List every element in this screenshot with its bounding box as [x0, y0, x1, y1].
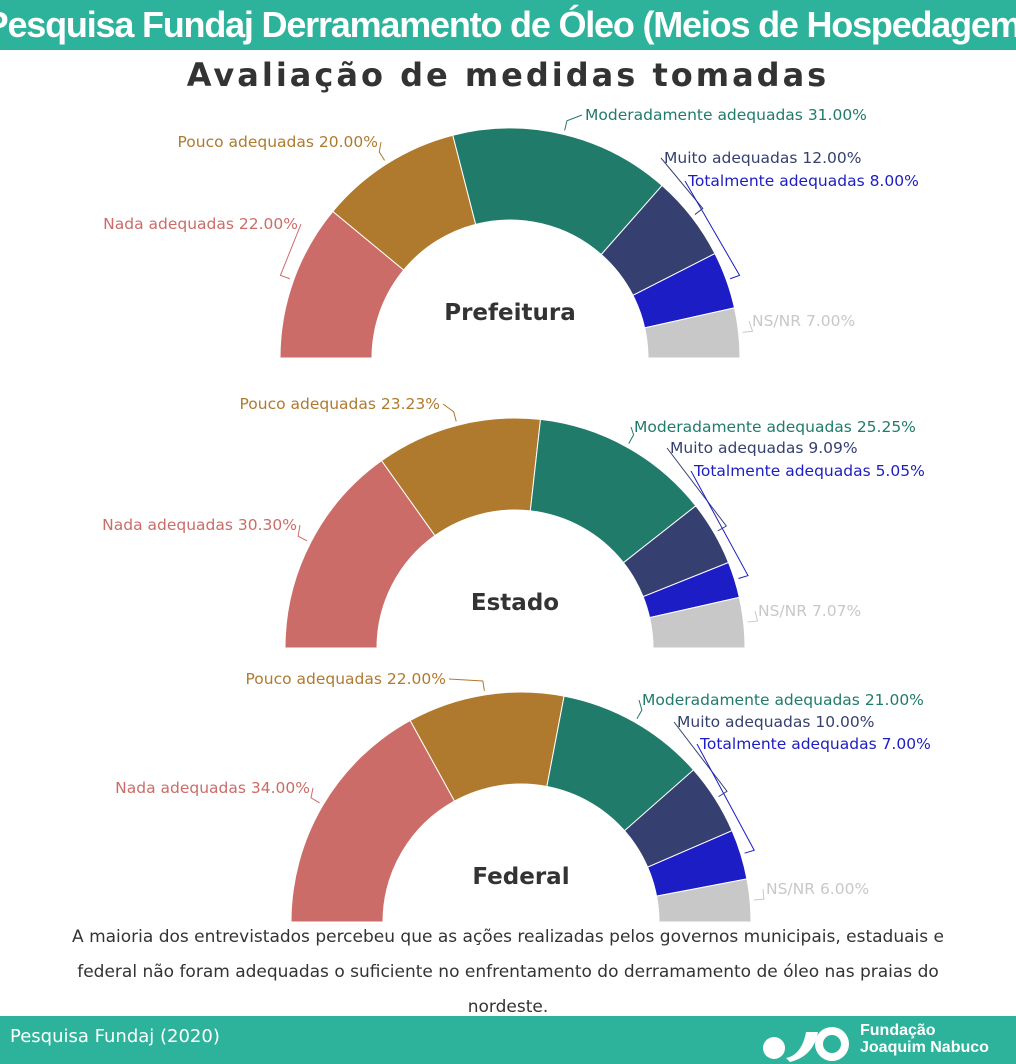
label-nada: Nada adequadas 30.30% — [102, 516, 297, 534]
fundaj-logo-icon — [763, 1027, 849, 1062]
leader-line-moderadamente — [628, 426, 635, 444]
label-totalmente: Totalmente adequadas 5.05% — [693, 462, 925, 480]
leader-line-totalmente — [690, 470, 749, 579]
label-totalmente: Totalmente adequadas 8.00% — [687, 172, 919, 190]
leader-line-pouco — [442, 403, 457, 422]
label-pouco: Pouco adequadas 23.23% — [239, 395, 440, 413]
header-bar: Pesquisa Fundaj Derramamento de Óleo (Me… — [0, 0, 1016, 50]
half-donut-estado: Nada adequadas 30.30% Pouco adequadas 23.… — [102, 395, 925, 649]
label-nsnr: NS/NR 6.00% — [766, 880, 869, 898]
label-pouco: Pouco adequadas 22.00% — [245, 670, 446, 688]
leader-line-nsnr — [747, 610, 759, 623]
half-donut-federal: Nada adequadas 34.00% Pouco adequadas 22.… — [115, 670, 931, 923]
label-totalmente: Totalmente adequadas 7.00% — [699, 735, 931, 753]
label-moderadamente: Moderadamente adequadas 31.00% — [585, 106, 867, 124]
leader-line-nada — [297, 524, 308, 542]
center-label: Estado — [471, 590, 559, 616]
label-moderadamente: Moderadamente adequadas 25.25% — [634, 418, 916, 436]
label-pouco: Pouco adequadas 20.00% — [177, 133, 378, 151]
segment-nsnr — [644, 307, 741, 359]
leader-line-pouco — [378, 141, 386, 161]
center-label: Prefeitura — [444, 300, 576, 326]
leader-line-muito — [666, 447, 728, 532]
summary-text: A maioria dos entrevistados percebeu que… — [72, 927, 944, 1017]
chart-subtitle: Avaliação de medidas tomadas — [186, 56, 830, 94]
label-nsnr: NS/NR 7.07% — [758, 602, 861, 620]
leader-line-nsnr — [742, 320, 754, 333]
leader-line-moderadamente — [564, 114, 583, 131]
leader-line-nada — [279, 223, 302, 280]
leader-line-nsnr — [753, 888, 765, 901]
leader-line-moderadamente — [636, 699, 643, 719]
leader-line-muito — [660, 157, 704, 215]
leader-line-totalmente — [684, 180, 741, 280]
label-muito: Muito adequadas 10.00% — [677, 713, 874, 731]
fundaj-logo[interactable]: Fundação Joaquim Nabuco — [760, 1020, 1010, 1064]
leader-line-muito — [673, 721, 728, 798]
label-nada: Nada adequadas 34.00% — [115, 779, 310, 797]
half-donut-charts: Nada adequadas 22.00% Pouco adequadas 20.… — [102, 106, 931, 923]
label-muito: Muito adequadas 9.09% — [670, 439, 858, 457]
segment-nsnr — [649, 596, 746, 649]
leader-line-totalmente — [696, 743, 755, 854]
half-donut-prefeitura: Nada adequadas 22.00% Pouco adequadas 20.… — [103, 106, 919, 359]
label-nada: Nada adequadas 22.00% — [103, 215, 298, 233]
logo-line-2: Joaquim Nabuco — [860, 1039, 989, 1056]
fundaj-logo-text: Fundação Joaquim Nabuco — [860, 1022, 989, 1056]
segment-nsnr — [655, 878, 752, 923]
label-muito: Muito adequadas 12.00% — [664, 149, 861, 167]
label-moderadamente: Moderadamente adequadas 21.00% — [642, 691, 924, 709]
leader-line-nada — [310, 787, 320, 804]
footer-source: Pesquisa Fundaj (2020) — [10, 1026, 220, 1047]
center-label: Federal — [472, 864, 569, 890]
header-title: Pesquisa Fundaj Derramamento de Óleo (Me… — [0, 4, 1016, 45]
footer-bar: Pesquisa Fundaj (2020) Fundação Joaquim … — [0, 1016, 1016, 1064]
logo-line-1: Fundação — [860, 1022, 936, 1039]
label-nsnr: NS/NR 7.00% — [752, 312, 855, 330]
leader-line-pouco — [448, 678, 485, 691]
